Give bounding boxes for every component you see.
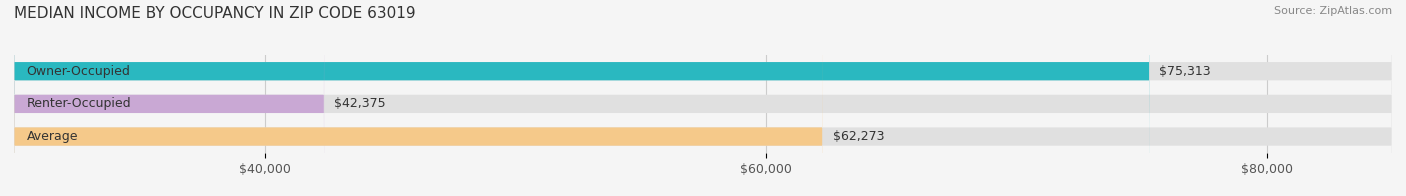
Text: $75,313: $75,313 xyxy=(1160,65,1211,78)
FancyBboxPatch shape xyxy=(14,0,1149,196)
FancyBboxPatch shape xyxy=(14,0,823,196)
FancyBboxPatch shape xyxy=(14,0,1392,196)
Text: $62,273: $62,273 xyxy=(832,130,884,143)
Text: Owner-Occupied: Owner-Occupied xyxy=(27,65,131,78)
Text: MEDIAN INCOME BY OCCUPANCY IN ZIP CODE 63019: MEDIAN INCOME BY OCCUPANCY IN ZIP CODE 6… xyxy=(14,6,416,21)
FancyBboxPatch shape xyxy=(14,0,1392,196)
FancyBboxPatch shape xyxy=(14,0,325,196)
Text: Average: Average xyxy=(27,130,79,143)
Text: Renter-Occupied: Renter-Occupied xyxy=(27,97,131,110)
Text: $42,375: $42,375 xyxy=(335,97,385,110)
FancyBboxPatch shape xyxy=(14,0,1392,196)
Text: Source: ZipAtlas.com: Source: ZipAtlas.com xyxy=(1274,6,1392,16)
